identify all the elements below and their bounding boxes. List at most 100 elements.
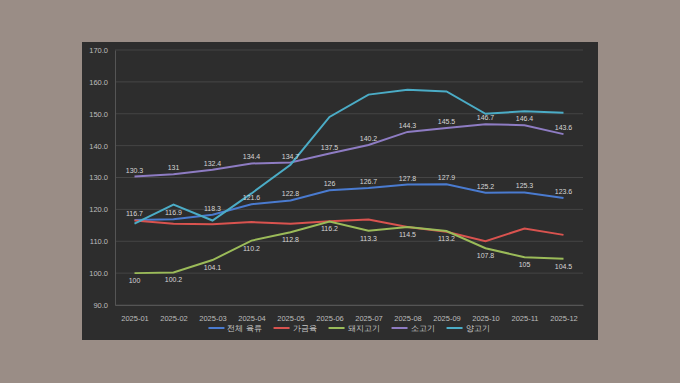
y-axis-line xyxy=(115,51,116,306)
y-tick: 90.0 xyxy=(93,301,115,310)
x-tick-label: 2025-08 xyxy=(394,314,422,323)
data-label: 137.5 xyxy=(321,144,339,151)
data-label: 116.7 xyxy=(126,210,143,217)
legend-swatch xyxy=(392,327,408,329)
y-tick-label: 150.0 xyxy=(89,110,108,119)
chart-panel xyxy=(82,42,598,340)
data-label: 145.5 xyxy=(438,118,456,125)
grid-line xyxy=(115,145,583,146)
x-tick-label: 2025-04 xyxy=(238,314,266,323)
data-label: 121.6 xyxy=(243,194,261,201)
data-label: 110.2 xyxy=(243,245,260,252)
series-line xyxy=(135,90,564,224)
legend-swatch xyxy=(447,327,463,329)
grid-line xyxy=(115,273,583,274)
legend-swatch xyxy=(329,327,345,329)
x-tick: 2025-07 xyxy=(355,305,383,323)
x-tick: 2025-02 xyxy=(160,305,188,323)
series-line xyxy=(135,124,564,176)
x-tick: 2025-09 xyxy=(433,305,461,323)
data-label: 122.8 xyxy=(282,190,300,197)
legend-item: 소고기 xyxy=(392,324,435,333)
legend-swatch xyxy=(208,327,224,329)
legend-swatch xyxy=(274,327,290,329)
x-tick-label: 2025-12 xyxy=(550,314,578,323)
data-label: 112.8 xyxy=(282,236,299,243)
data-label: 146.4 xyxy=(516,115,534,122)
y-tick: 130.0 xyxy=(89,173,115,182)
y-tick-label: 90.0 xyxy=(93,301,108,310)
y-tick-label: 160.0 xyxy=(89,78,108,87)
y-tick: 150.0 xyxy=(89,110,115,119)
legend-item: 돼지고기 xyxy=(329,324,380,333)
x-tick-label: 2025-11 xyxy=(512,314,539,323)
grid-line xyxy=(115,113,583,114)
x-tick-label: 2025-05 xyxy=(277,314,305,323)
data-label: 104.5 xyxy=(555,263,573,270)
x-tick-label: 2025-06 xyxy=(316,314,344,323)
x-tick: 2025-01 xyxy=(121,305,149,323)
data-label: 126.7 xyxy=(360,178,378,185)
y-tick: 120.0 xyxy=(89,205,115,214)
grid-line xyxy=(115,177,583,178)
y-tick-label: 120.0 xyxy=(89,205,108,214)
lines xyxy=(135,90,564,273)
data-labels: 116.7116.9118.3121.6122.8126126.7127.812… xyxy=(126,114,573,284)
data-label: 100.2 xyxy=(165,276,183,283)
data-label: 113.2 xyxy=(438,235,455,242)
y-tick-label: 170.0 xyxy=(89,46,108,55)
legend-item: 전체 육류 xyxy=(208,324,261,333)
y-tick-label: 100.0 xyxy=(89,269,108,278)
chart: 90.0 100.0 110.0 120.0 130.0 140.0 150.0 160.0 1… xyxy=(0,0,680,383)
legend-label: 돼지고기 xyxy=(348,324,380,333)
data-label: 125.3 xyxy=(516,182,534,189)
data-label: 134.7 xyxy=(282,153,300,160)
x-tick-label: 2025-09 xyxy=(433,314,461,323)
x-tick-label: 2025-10 xyxy=(472,314,500,323)
data-label: 125.2 xyxy=(477,183,495,190)
grid-line xyxy=(115,50,583,51)
series-line xyxy=(135,220,564,242)
x-tick: 2025-04 xyxy=(238,305,266,323)
legend-label: 양고기 xyxy=(466,324,490,333)
data-label: 105 xyxy=(519,261,531,268)
data-label: 140.2 xyxy=(360,135,378,142)
data-label: 116.2 xyxy=(321,225,338,232)
y-tick: 170.0 xyxy=(89,46,115,55)
data-label: 114.5 xyxy=(399,231,416,238)
data-label: 116.9 xyxy=(165,209,182,216)
data-label: 107.8 xyxy=(477,252,495,259)
y-tick: 160.0 xyxy=(89,78,115,87)
data-label: 132.4 xyxy=(204,160,222,167)
data-label: 104.1 xyxy=(204,264,222,271)
data-label: 134.4 xyxy=(243,153,261,160)
x-tick-label: 2025-03 xyxy=(199,314,227,323)
series-line xyxy=(135,221,564,273)
y-tick-label: 110.0 xyxy=(90,237,108,246)
x-axis: 2025-01 2025-02 2025-03 2025-04 2025-05 2025-… xyxy=(116,305,584,323)
x-tick: 2025-12 xyxy=(550,305,578,323)
data-label: 113.3 xyxy=(360,235,377,242)
x-tick: 2025-11 xyxy=(512,305,539,323)
legend-label: 전체 육류 xyxy=(227,324,261,333)
data-label: 118.3 xyxy=(204,205,221,212)
legend: 전체 육류 가금육 돼지고기 소고기 양고기 xyxy=(208,324,489,333)
legend-item: 양고기 xyxy=(447,324,490,333)
background xyxy=(0,0,680,383)
grid-line xyxy=(115,81,583,82)
x-tick: 2025-08 xyxy=(394,305,422,323)
x-tick: 2025-03 xyxy=(199,305,227,323)
data-label: 130.3 xyxy=(126,167,144,174)
x-tick-label: 2025-01 xyxy=(121,314,149,323)
x-tick-label: 2025-07 xyxy=(355,314,383,323)
data-label: 146.7 xyxy=(477,114,495,121)
y-axis: 90.0 100.0 110.0 120.0 130.0 140.0 150.0 160.0 1… xyxy=(89,46,115,310)
y-tick-label: 140.0 xyxy=(89,142,108,151)
grid-line xyxy=(115,241,583,242)
data-label: 126 xyxy=(324,180,336,187)
data-label: 144.3 xyxy=(399,122,417,129)
y-tick: 100.0 xyxy=(89,269,115,278)
data-label: 127.9 xyxy=(438,174,456,181)
legend-label: 소고기 xyxy=(411,324,435,333)
legend-item: 가금육 xyxy=(274,324,317,333)
